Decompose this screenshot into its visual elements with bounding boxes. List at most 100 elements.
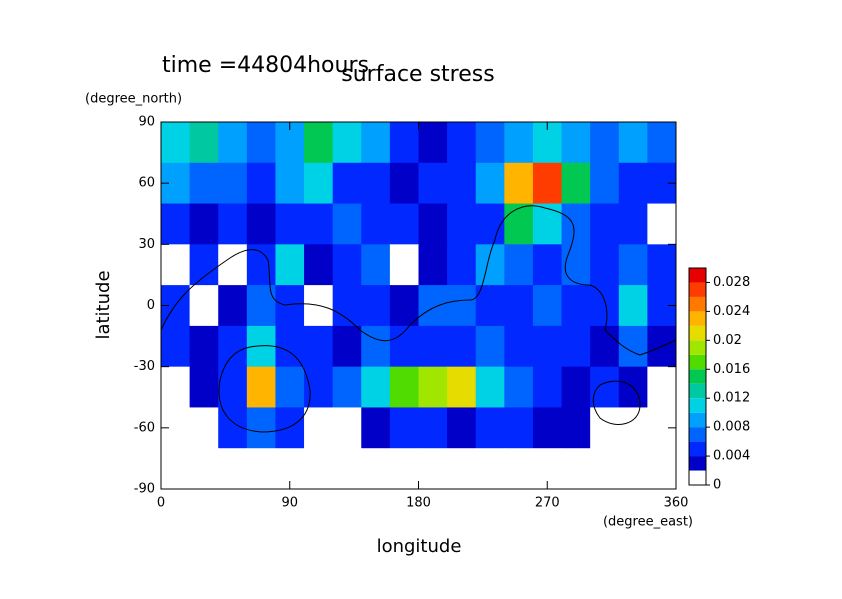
field-cell (418, 325, 448, 368)
field-cell (475, 122, 505, 164)
field-cell (304, 407, 334, 449)
field-cell (189, 285, 219, 327)
field-cell (361, 122, 391, 164)
field-cell (275, 162, 305, 205)
field-cell (590, 203, 620, 245)
field-cell (161, 366, 191, 408)
field-cell (447, 366, 477, 408)
coastline (218, 345, 311, 433)
field-cell (218, 325, 248, 368)
field (161, 122, 677, 490)
field-cell (389, 366, 419, 408)
field-cell (504, 407, 534, 449)
field-cell (447, 122, 477, 164)
field-cell (418, 407, 448, 449)
field-cell (361, 203, 391, 245)
colorbar-segment (689, 456, 706, 471)
x-tick-label: 90 (281, 496, 298, 511)
field-cell (332, 203, 362, 245)
x-tick-label: 0 (157, 496, 165, 511)
x-tick-label: 180 (406, 496, 431, 511)
field-cell (618, 285, 648, 327)
field-cell (532, 366, 563, 408)
field-cell (389, 407, 419, 449)
y-tick-label: -30 (134, 359, 155, 374)
field-cell (389, 448, 419, 490)
field-cell (332, 285, 362, 327)
field-cell (418, 366, 448, 408)
x-tick-label: 270 (535, 496, 560, 511)
field-cell (561, 203, 591, 245)
field-cell (590, 325, 620, 368)
field-cell (189, 325, 219, 368)
field-cell (532, 244, 563, 286)
field-cell (447, 325, 477, 368)
field-cell (304, 244, 334, 286)
field-cell (504, 122, 534, 164)
field-cell (332, 448, 362, 490)
x-unit: (degree_east) (603, 515, 693, 530)
field-cell (189, 244, 219, 286)
field-cell (161, 325, 191, 368)
field-cell (647, 366, 677, 408)
x-tick-label: 360 (664, 496, 689, 511)
field-cell (389, 203, 419, 245)
field-cell (218, 122, 248, 164)
colorbar-tick-label: 0 (713, 478, 721, 493)
colorbar-segment (689, 398, 706, 413)
y-tick-label: -60 (134, 420, 155, 435)
field-cell (647, 244, 677, 286)
field-cell (361, 448, 391, 490)
coastline (160, 205, 677, 356)
field-cell (189, 366, 219, 408)
field-cell (561, 448, 591, 490)
colorbar-segment (689, 369, 706, 384)
field-cell (389, 162, 419, 205)
field-cell (504, 366, 534, 408)
field-cell (447, 244, 477, 286)
field-cell (475, 448, 505, 490)
field-cell (475, 325, 505, 368)
field-cell (447, 285, 477, 327)
field-cell (161, 448, 191, 490)
field-cell (361, 162, 391, 205)
y-tick-label: 30 (138, 237, 155, 252)
field-cell (275, 366, 305, 408)
field-cell (332, 162, 362, 205)
field-cell (189, 162, 219, 205)
field-cell (618, 122, 648, 164)
field-cell (332, 325, 362, 368)
field-cell (161, 244, 191, 286)
field-cell (532, 162, 563, 205)
field-cell (275, 325, 305, 368)
colorbar-segment (689, 296, 706, 312)
field-cell (590, 366, 620, 408)
field-cell (418, 244, 448, 286)
field-cell (590, 407, 620, 449)
chart-title: surface stress (341, 62, 494, 87)
colorbar-segment (689, 282, 706, 297)
field-cell (447, 203, 477, 245)
colorbar-segment (689, 427, 706, 442)
y-tick-label: -90 (134, 482, 155, 497)
colorbar-frame (688, 267, 707, 486)
field-cell (389, 244, 419, 286)
field-cell (532, 285, 563, 327)
field-cell (275, 244, 305, 286)
colorbar-tick-label: 0.008 (713, 420, 750, 435)
field-cell (475, 162, 505, 205)
colorbar-segment (689, 470, 706, 485)
colorbar-tick-label: 0.02 (713, 333, 742, 348)
colorbar-segment (689, 412, 706, 428)
field-cell (475, 244, 505, 286)
field-cell (246, 244, 276, 286)
field-cell (561, 122, 591, 164)
field-cell (361, 366, 391, 408)
field-cell (332, 244, 362, 286)
field-cell (618, 407, 648, 449)
field-cell (361, 285, 391, 327)
plot-frame (160, 121, 677, 490)
y-tick-label: 90 (138, 115, 155, 130)
colorbar-segment (689, 441, 706, 457)
